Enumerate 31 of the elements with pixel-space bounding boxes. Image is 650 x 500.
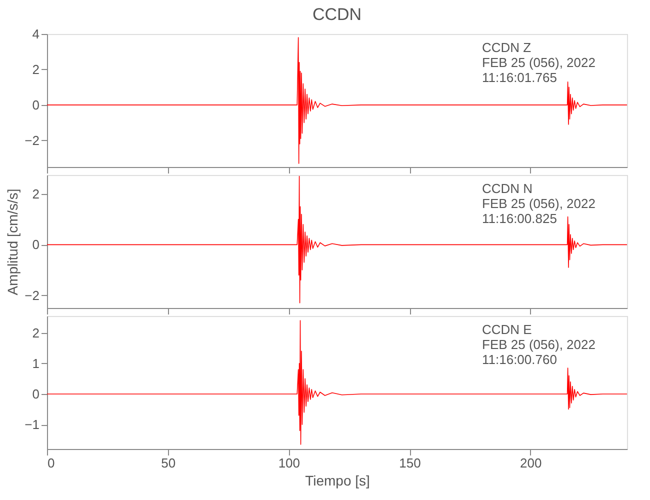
x-tick-label: 150 — [399, 456, 421, 470]
y-axis-title: Amplitud [cm/s/s] — [4, 188, 21, 296]
y-tick-label: 0 — [32, 386, 40, 402]
annotation: 11:16:00.760 — [482, 352, 557, 367]
x-tick-label: 0 — [48, 456, 55, 470]
x-axis-title: Tiempo [s] — [305, 472, 370, 488]
line-series — [46, 37, 628, 164]
annotation: 11:16:01.765 — [482, 70, 557, 85]
y-tick-label: 0 — [32, 97, 40, 112]
annotation: FEB 25 (056), 2022 — [482, 337, 596, 352]
y-tick-label: −1 — [24, 417, 40, 432]
y-tick-label: 2 — [32, 186, 40, 202]
annotation: FEB 25 (056), 2022 — [482, 196, 596, 211]
y-tick-label: −2 — [24, 288, 40, 303]
y-tick-label: 1 — [32, 356, 40, 371]
y-tick-label: 0 — [32, 237, 40, 252]
annotation: FEB 25 (056), 2022 — [482, 55, 596, 70]
x-tick-label: 200 — [520, 456, 542, 470]
chart-title: CCDN — [312, 5, 362, 24]
annotation: CCDN Z — [482, 40, 532, 55]
line-series — [46, 320, 628, 445]
line-series — [46, 176, 628, 304]
y-tick-label: 2 — [32, 62, 40, 77]
y-tick-label: 4 — [32, 26, 40, 42]
y-tick-label: 2 — [32, 325, 40, 340]
x-tick-label: 50 — [161, 456, 176, 470]
y-tick-label: −2 — [24, 132, 40, 148]
annotation: CCDN E — [482, 322, 532, 337]
annotation: CCDN N — [482, 181, 533, 196]
annotation: 11:16:00.825 — [482, 211, 557, 226]
x-tick-label: 100 — [278, 456, 300, 470]
